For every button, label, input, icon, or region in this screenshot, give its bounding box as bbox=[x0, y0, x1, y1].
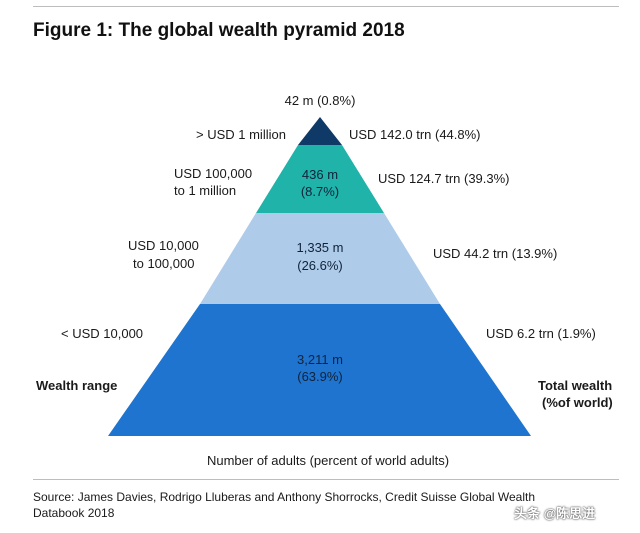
pyramid-tier-top bbox=[298, 117, 342, 145]
watermark: 头条 @陈思进 bbox=[514, 506, 596, 521]
wealth-range-label: Wealth range bbox=[36, 378, 118, 393]
tier-2-adults-line1: 436 m bbox=[301, 167, 339, 182]
tier-4-adults-line2: (63.9%) bbox=[297, 369, 343, 384]
total-wealth-label-line2: (%of world) bbox=[542, 395, 613, 410]
pyramid-tier-2 bbox=[256, 145, 384, 213]
source-line-2: Databook 2018 bbox=[33, 506, 115, 520]
tier-3-adults-line2: (26.6%) bbox=[297, 258, 343, 273]
tier-2-wealth-range-line2: to 1 million bbox=[174, 183, 237, 198]
tier-4-adults-line1: 3,211 m bbox=[296, 352, 344, 367]
source-line-1: Source: James Davies, Rodrigo Lluberas a… bbox=[33, 490, 536, 504]
tier-4-wealth-range: < USD 10,000 bbox=[61, 326, 144, 341]
tier-3-wealth-range-line1: USD 10,000 bbox=[128, 238, 199, 253]
tier-top-wealth-range: > USD 1 million bbox=[196, 127, 286, 142]
tier-4-total-wealth: USD 6.2 trn (1.9%) bbox=[486, 326, 596, 341]
tier-3-wealth-range-line2: to 100,000 bbox=[133, 256, 195, 271]
pyramid-tier-3 bbox=[200, 213, 440, 304]
bottom-rule bbox=[33, 479, 619, 480]
source-note: Source: James Davies, Rodrigo Lluberas a… bbox=[33, 489, 633, 521]
tier-2-wealth-range-line1: USD 100,000 bbox=[174, 166, 253, 181]
pyramid-tier-4 bbox=[108, 304, 531, 436]
tier-top-total-wealth: USD 142.0 trn (44.8%) bbox=[349, 127, 481, 142]
adults-axis-label: Number of adults (percent of world adult… bbox=[206, 453, 450, 468]
total-wealth-label-line1: Total wealth bbox=[538, 378, 613, 393]
top-rule bbox=[33, 6, 619, 7]
tier-3-total-wealth: USD 44.2 trn (13.9%) bbox=[433, 246, 558, 261]
tier-2-total-wealth: USD 124.7 trn (39.3%) bbox=[378, 171, 510, 186]
tier-top-adults: 42 m (0.8%) bbox=[284, 93, 356, 108]
tier-3-adults-line1: 1,335 m bbox=[296, 240, 344, 255]
figure-title: Figure 1: The global wealth pyramid 2018 bbox=[33, 20, 405, 41]
tier-2-adults-line2: (8.7%) bbox=[300, 184, 340, 199]
